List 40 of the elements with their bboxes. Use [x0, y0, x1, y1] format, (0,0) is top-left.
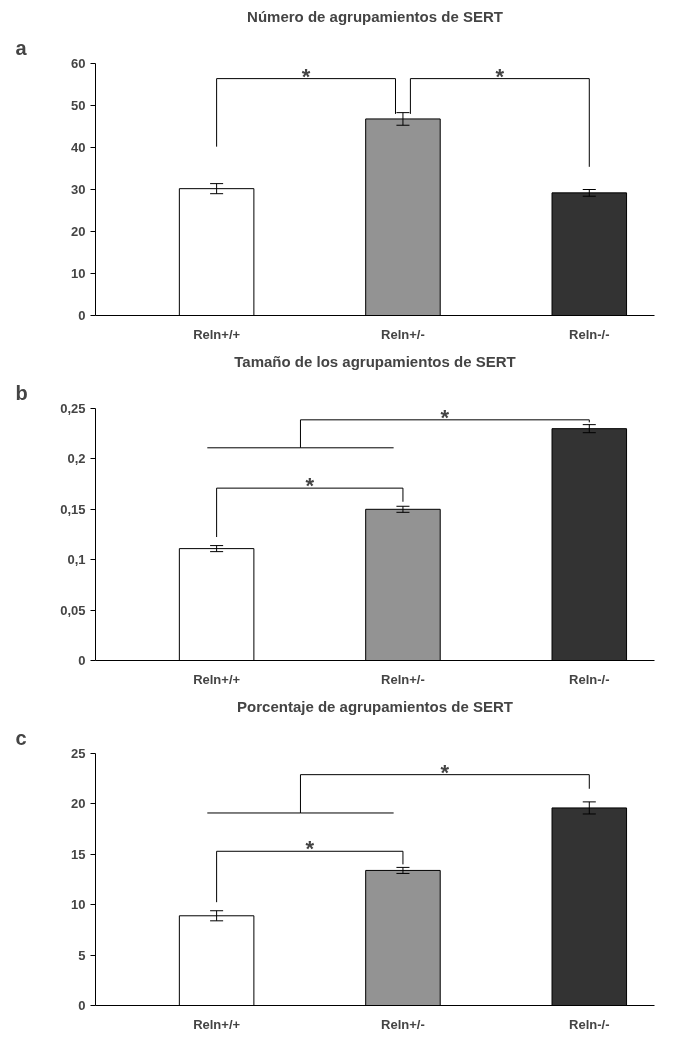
- y-tick-label: 30: [71, 182, 86, 197]
- annotation: *: [305, 473, 315, 499]
- y-tick-label: 0,25: [60, 401, 86, 416]
- y-tick-label: 0,2: [67, 451, 86, 467]
- y-tick-label: 0,15: [60, 501, 86, 517]
- y-tick-label: 40: [71, 140, 86, 155]
- annotation: *: [495, 63, 505, 89]
- annotation: *: [440, 404, 450, 430]
- chart-title: Porcentaje de agrupamientos de SERT: [237, 697, 513, 715]
- y-tick-label: 0,05: [60, 602, 86, 618]
- y-tick-label: 20: [71, 796, 86, 812]
- x-tick-label: Reln+/-: [381, 671, 425, 687]
- y-tick-label: 0: [78, 653, 86, 668]
- y-tick-label: 25: [71, 746, 86, 761]
- y-tick-label: 10: [71, 266, 86, 281]
- annotation: *: [305, 836, 315, 862]
- y-tick-label: 50: [71, 98, 86, 113]
- x-tick-label: Reln+/-: [381, 326, 425, 342]
- y-tick-label: 15: [71, 846, 86, 862]
- x-tick-label: Reln+/+: [193, 1016, 241, 1032]
- x-tick-label: Reln+/+: [193, 326, 241, 342]
- y-tick-label: 0: [78, 998, 86, 1013]
- x-tick-label: Reln+/-: [381, 1016, 425, 1032]
- y-tick-label: 10: [71, 897, 86, 913]
- text: b: [15, 381, 28, 404]
- text: c: [15, 726, 27, 749]
- text: a: [15, 36, 28, 59]
- x-tick-label: Reln-/-: [569, 326, 610, 342]
- y-tick-label: 0,1: [67, 552, 86, 568]
- y-tick-label: 60: [71, 56, 86, 71]
- x-tick-label: Reln+/+: [193, 671, 241, 687]
- y-tick-label: 5: [78, 947, 86, 963]
- annotation: *: [440, 759, 450, 785]
- chart-title: Número de agrupamientos de SERT: [247, 7, 503, 25]
- chart-title: Tamaño de los agrupamientos de SERT: [234, 352, 516, 370]
- x-tick-label: Reln-/-: [569, 671, 610, 687]
- annotation: *: [301, 63, 311, 89]
- x-tick-label: Reln-/-: [569, 1016, 610, 1032]
- y-tick-label: 20: [71, 224, 86, 239]
- y-tick-label: 0: [78, 308, 86, 323]
